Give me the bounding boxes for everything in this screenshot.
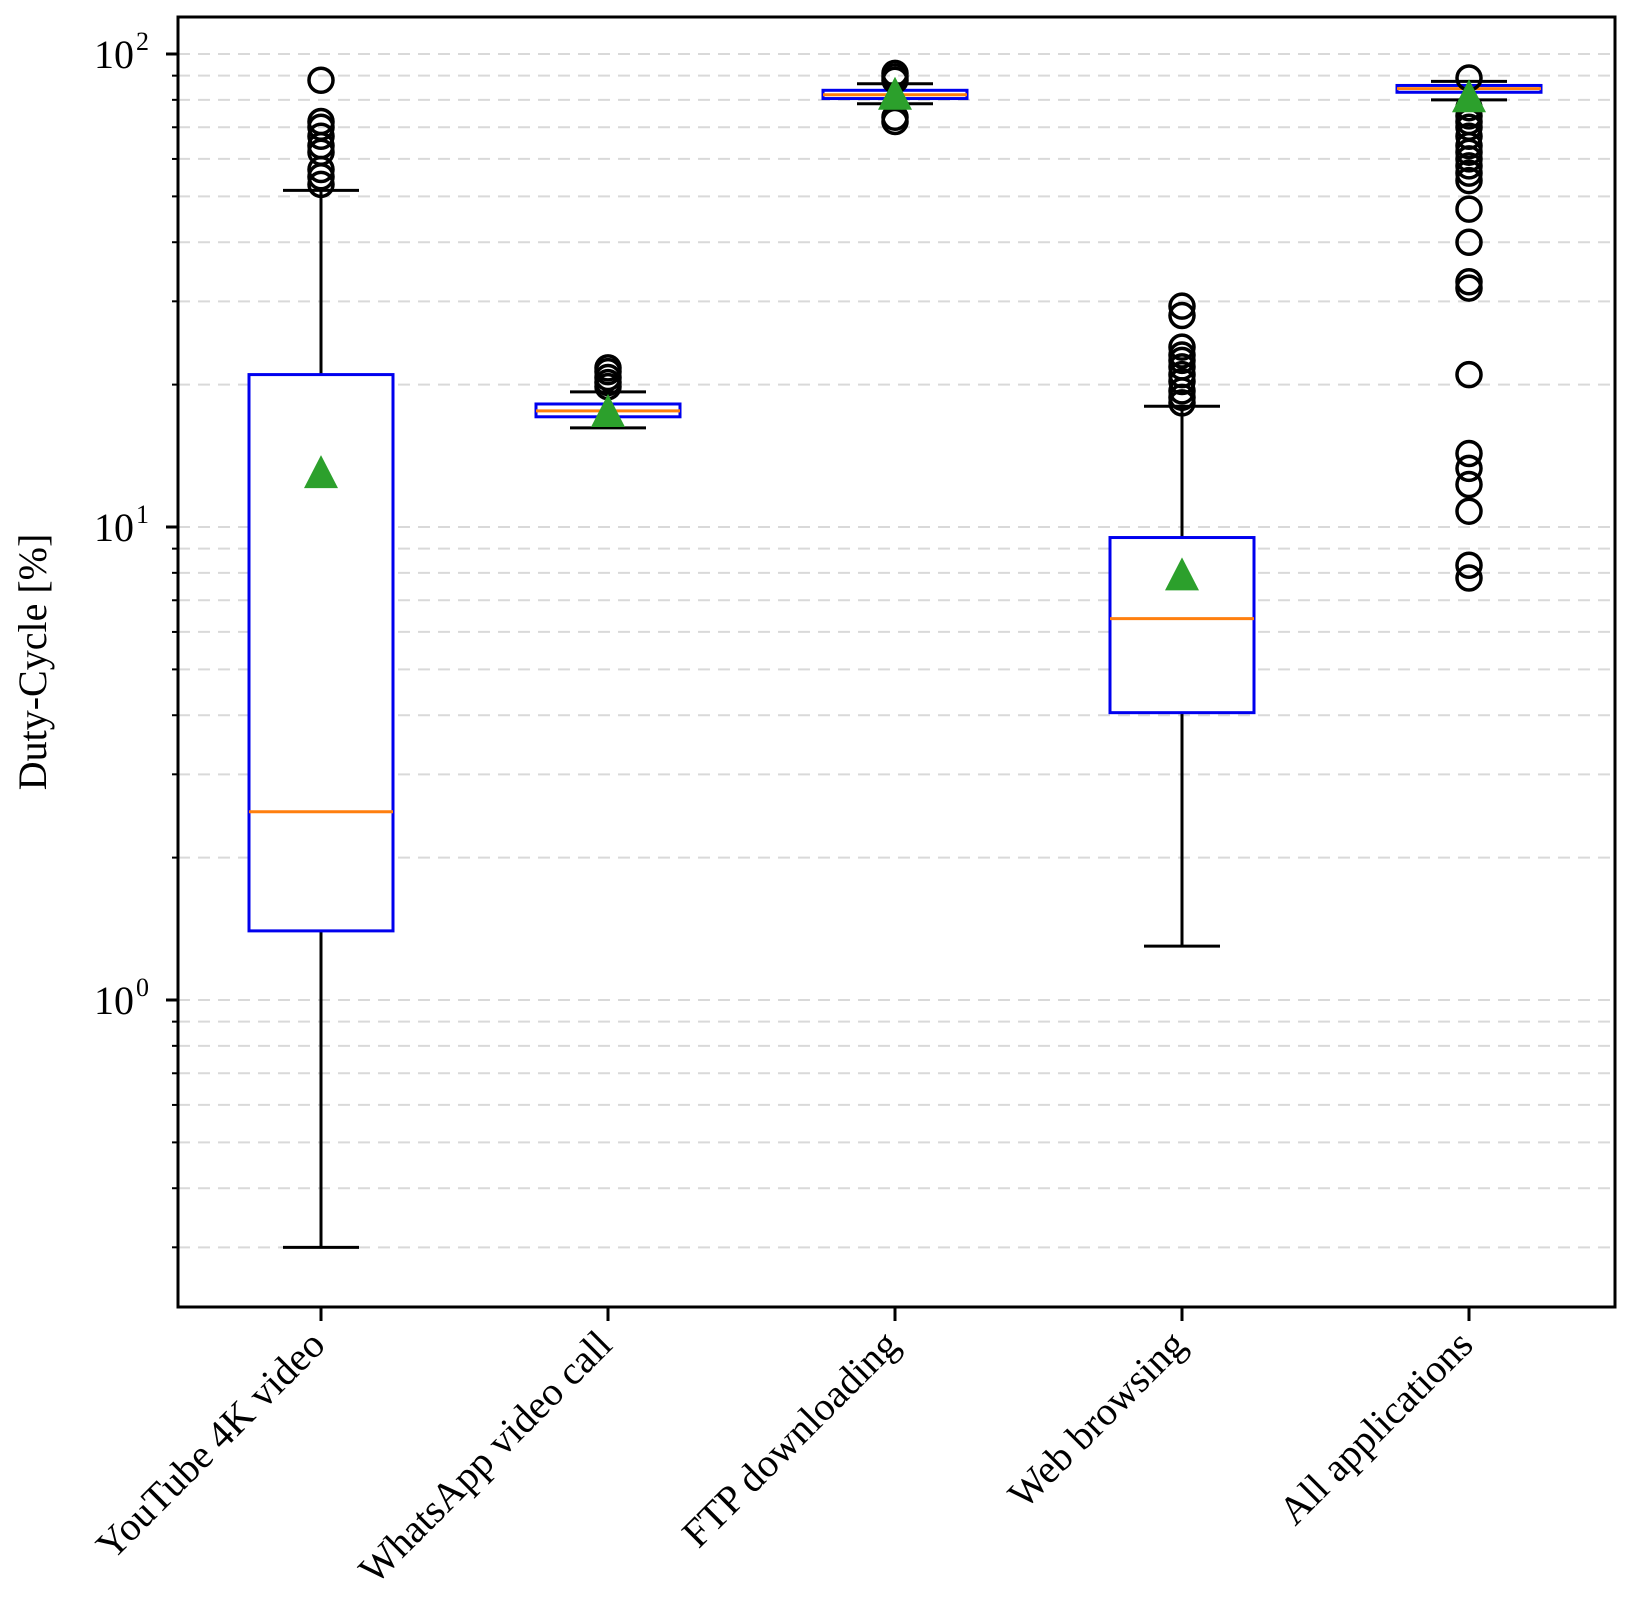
outlier-point xyxy=(1455,267,1483,296)
outlier-point xyxy=(1168,301,1196,330)
y-axis-label: Duty-Cycle [%] xyxy=(10,534,55,791)
outlier-point xyxy=(1168,333,1196,361)
x-tick-label: YouTube 4K video xyxy=(87,1322,333,1568)
outlier-point xyxy=(1455,166,1483,195)
box-group xyxy=(534,354,682,430)
outlier-point xyxy=(1455,497,1483,525)
y-tick-label: 10 xyxy=(94,505,134,550)
outlier-point xyxy=(1455,551,1483,580)
outlier-point xyxy=(1455,454,1483,483)
y-tick-exponent: 2 xyxy=(136,27,149,56)
outlier-point xyxy=(307,66,335,95)
mean-marker xyxy=(1165,557,1199,591)
outlier-point xyxy=(1455,360,1483,389)
outlier-point xyxy=(1168,292,1196,320)
outlier-point xyxy=(307,170,335,199)
outlier-point xyxy=(307,107,335,136)
mean-marker xyxy=(591,394,625,428)
outlier-point xyxy=(594,354,622,382)
outlier-point xyxy=(1455,152,1483,180)
mean-marker xyxy=(1452,79,1486,113)
box-group xyxy=(1395,64,1543,592)
x-tick-label: WhatsApp video call xyxy=(350,1322,621,1593)
box-group xyxy=(1108,292,1256,948)
box-group xyxy=(247,66,395,1249)
y-tick-label: 10 xyxy=(94,978,134,1023)
outlier-point xyxy=(1455,470,1483,499)
outlier-point xyxy=(1168,341,1196,369)
outlier-point xyxy=(1455,439,1483,468)
outlier-point xyxy=(1168,367,1196,396)
outlier-point xyxy=(307,122,335,151)
boxes xyxy=(247,59,1543,1249)
y-tick-exponent: 0 xyxy=(136,973,149,1002)
mean-marker xyxy=(878,76,912,110)
box-group xyxy=(821,59,969,136)
y-tick-exponent: 1 xyxy=(136,500,149,529)
x-tick-label: FTP downloading xyxy=(673,1322,907,1556)
outlier-point xyxy=(1455,228,1483,256)
mean-marker xyxy=(304,455,338,489)
outlier-point xyxy=(1455,122,1483,151)
outlier-point xyxy=(1455,159,1483,187)
outlier-point xyxy=(1168,360,1196,389)
x-tick-label: All applications xyxy=(1270,1322,1482,1534)
outlier-point xyxy=(1455,107,1483,136)
outlier-point xyxy=(1455,195,1483,223)
y-tick-label: 10 xyxy=(94,32,134,77)
outlier-point xyxy=(1455,564,1483,592)
x-tick-label: Web browsing xyxy=(999,1322,1194,1517)
